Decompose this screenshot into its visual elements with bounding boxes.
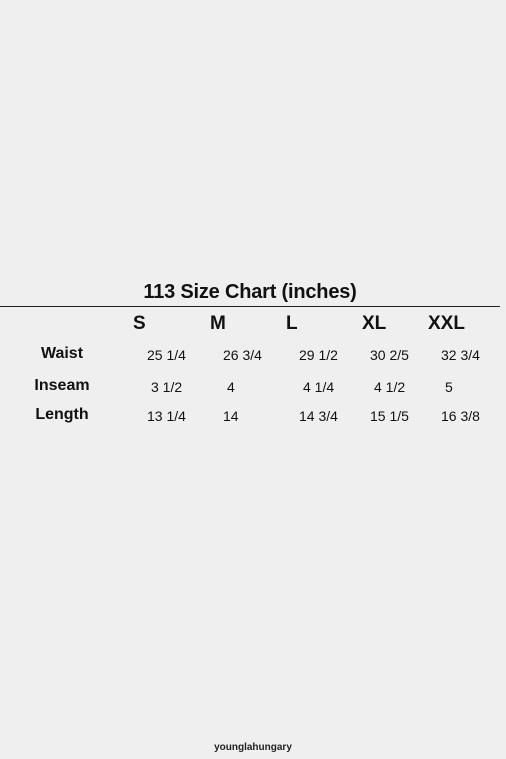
cell-length-s: 13 1/4: [147, 408, 186, 424]
size-header-xxl: XXL: [428, 313, 465, 334]
cell-length-xxl: 16 3/8: [441, 408, 480, 424]
size-header-xl: XL: [362, 313, 387, 334]
cell-waist-s: 25 1/4: [147, 347, 186, 363]
cell-inseam-s: 3 1/2: [151, 379, 183, 395]
cell-length-m: 14: [223, 408, 239, 424]
chart-title: 113 Size Chart (inches): [143, 281, 357, 303]
cell-inseam-l: 4 1/4: [303, 379, 335, 395]
cell-waist-xxl: 32 3/4: [441, 347, 480, 363]
size-header-m: M: [210, 313, 226, 334]
footer-credit: younglahungary: [214, 742, 292, 753]
cell-length-xl: 15 1/5: [370, 408, 409, 424]
cell-inseam-xxl: 5: [445, 379, 453, 395]
row-label-waist: Waist: [40, 345, 84, 362]
cell-length-l: 14 3/4: [299, 408, 338, 424]
cell-waist-m: 26 3/4: [223, 347, 262, 363]
row-label-inseam: Inseam: [34, 377, 90, 394]
size-header-s: S: [133, 313, 146, 334]
cell-waist-xl: 30 2/5: [370, 347, 409, 363]
cell-inseam-xl: 4 1/2: [374, 379, 406, 395]
cell-waist-l: 29 1/2: [299, 347, 338, 363]
row-label-length: Length: [35, 406, 89, 423]
cell-inseam-m: 4: [227, 379, 235, 395]
title-divider: [0, 306, 500, 307]
size-header-l: L: [286, 313, 298, 334]
